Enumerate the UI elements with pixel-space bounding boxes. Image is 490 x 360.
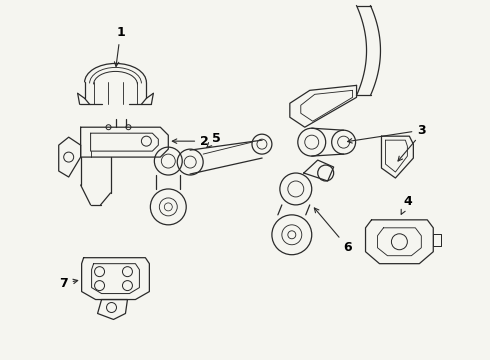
Text: 3: 3 [347,124,426,143]
Text: 7: 7 [59,277,78,290]
Text: 1: 1 [114,26,125,67]
Text: 2: 2 [172,135,209,148]
Text: 4: 4 [401,195,412,214]
Text: 5: 5 [207,132,220,148]
Text: 6: 6 [314,208,352,254]
